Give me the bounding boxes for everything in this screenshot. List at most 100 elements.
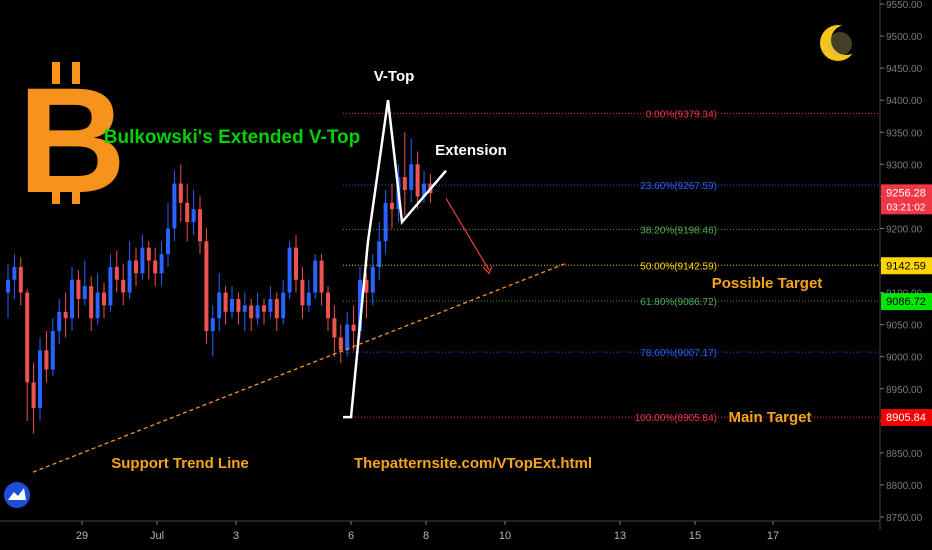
fib-level-label: 61.80%(9086.72): [640, 297, 717, 308]
candle-body: [415, 164, 420, 197]
drawings: [32, 100, 566, 473]
candle-body: [345, 324, 350, 351]
candle-body: [63, 311, 68, 319]
candle-body: [25, 292, 30, 383]
tradingview-logo-icon[interactable]: [4, 482, 30, 508]
candle-body: [102, 292, 106, 306]
candle-body: [364, 279, 369, 293]
candle-body: [383, 202, 388, 242]
candle-body: [210, 318, 215, 332]
candle-body: [370, 266, 375, 293]
y-tick-label: 9000.00: [886, 353, 923, 364]
fib-levels: 0.00%(9379.34) 23.60%(9267.59) 38.20%(9198…: [343, 109, 880, 424]
price-badges: 9256.28 03:21:02 9142.59 9086.72 8905.84: [881, 184, 932, 427]
candle-body: [57, 311, 62, 332]
candle-body: [185, 202, 190, 223]
candle-body: [377, 241, 382, 267]
candle-body: [198, 209, 202, 242]
x-tick-label: Jul: [150, 530, 164, 542]
y-tick-label: 8850.00: [886, 449, 923, 460]
moon-icon: [820, 25, 861, 61]
price-badge: [881, 257, 932, 275]
y-tick-label: 9400.00: [886, 96, 923, 107]
fib-level-label: 0.00%(9379.34): [646, 109, 717, 120]
candle-body: [402, 177, 407, 190]
candle-body: [76, 279, 81, 299]
candle-body: [204, 241, 209, 332]
candle-body: [159, 254, 164, 274]
candle-body: [114, 266, 119, 280]
fib-level-label: 78.60%(9007.17): [640, 348, 717, 359]
x-axis: 29 Jul 3 6 8 10 13 15 17: [0, 520, 880, 542]
candle-body: [319, 260, 324, 293]
candle-body: [82, 286, 87, 299]
candle-body: [409, 164, 414, 190]
candle-body: [12, 266, 17, 280]
chart-title: Bulkowski's Extended V-Top: [104, 127, 361, 148]
support-trend-line-label: Support Trend Line: [111, 455, 249, 472]
y-tick-label: 8800.00: [886, 481, 923, 492]
price-badge: [881, 293, 932, 311]
candle-body: [230, 298, 234, 312]
bitcoin-logo-icon: B: [18, 56, 126, 224]
candle-body: [313, 260, 318, 293]
possible-target-label: Possible Target: [712, 275, 823, 292]
candle-body: [178, 183, 183, 203]
fib-level-label: 50.00%(9142.59): [640, 261, 717, 272]
y-tick-label: 8950.00: [886, 385, 923, 396]
price-badge: [881, 184, 932, 215]
fib-level-label: 38.20%(9198.46): [640, 225, 717, 236]
candle-body: [89, 286, 94, 319]
x-tick-label: 8: [423, 530, 429, 542]
fib-level-label: 100.00%(8905.84): [635, 413, 717, 424]
support-trend-line: [32, 263, 566, 473]
candle-body: [268, 298, 273, 312]
price-badge-countdown: 03:21:02: [887, 202, 926, 213]
price-badge: [881, 409, 932, 427]
candle-body: [294, 247, 298, 280]
candle-body: [31, 382, 36, 408]
candle-body: [38, 350, 42, 408]
candle-body: [127, 260, 132, 293]
price-badge-label: 9256.28: [886, 187, 926, 199]
candle-body: [44, 350, 49, 370]
candle-body: [358, 279, 362, 332]
arrow-head-icon: [482, 266, 493, 275]
price-badge-label: 9086.72: [886, 296, 926, 308]
extension-label: Extension: [435, 142, 507, 159]
candle-body: [351, 324, 356, 332]
candle-body: [390, 202, 394, 210]
y-tick-label: 9200.00: [886, 224, 923, 235]
y-tick-label: 9350.00: [886, 128, 923, 139]
target-arrow: [445, 197, 490, 271]
x-tick-label: 29: [76, 530, 88, 542]
url-label: Thepatternsite.com/VTopExt.html: [354, 455, 592, 472]
candle-body: [121, 279, 126, 293]
price-badge-label: 8905.84: [886, 412, 926, 424]
candle-body: [249, 305, 254, 319]
candle-body: [287, 247, 292, 293]
candle-body: [223, 292, 228, 312]
candle-body: [236, 298, 241, 312]
main-target-label: Main Target: [728, 409, 811, 426]
y-tick-label: 9450.00: [886, 64, 923, 75]
candle-body: [191, 209, 196, 223]
y-tick-label: 9300.00: [886, 160, 923, 171]
candle-body: [262, 305, 266, 312]
y-tick-label: 9550.00: [886, 0, 923, 11]
x-tick-label: 3: [233, 530, 239, 542]
candle-body: [338, 337, 343, 351]
x-tick-label: 15: [689, 530, 701, 542]
candle-body: [6, 279, 10, 293]
candle-body: [108, 266, 113, 306]
x-tick-label: 10: [499, 530, 511, 542]
x-tick-label: 13: [614, 530, 626, 542]
candle-body: [153, 260, 158, 274]
x-tick-label: 17: [767, 530, 779, 542]
candle-body: [70, 279, 74, 319]
y-tick-label: 8750.00: [886, 513, 923, 524]
candle-body: [50, 331, 55, 370]
vtop-label: V-Top: [374, 68, 415, 85]
candle-body: [326, 292, 330, 319]
